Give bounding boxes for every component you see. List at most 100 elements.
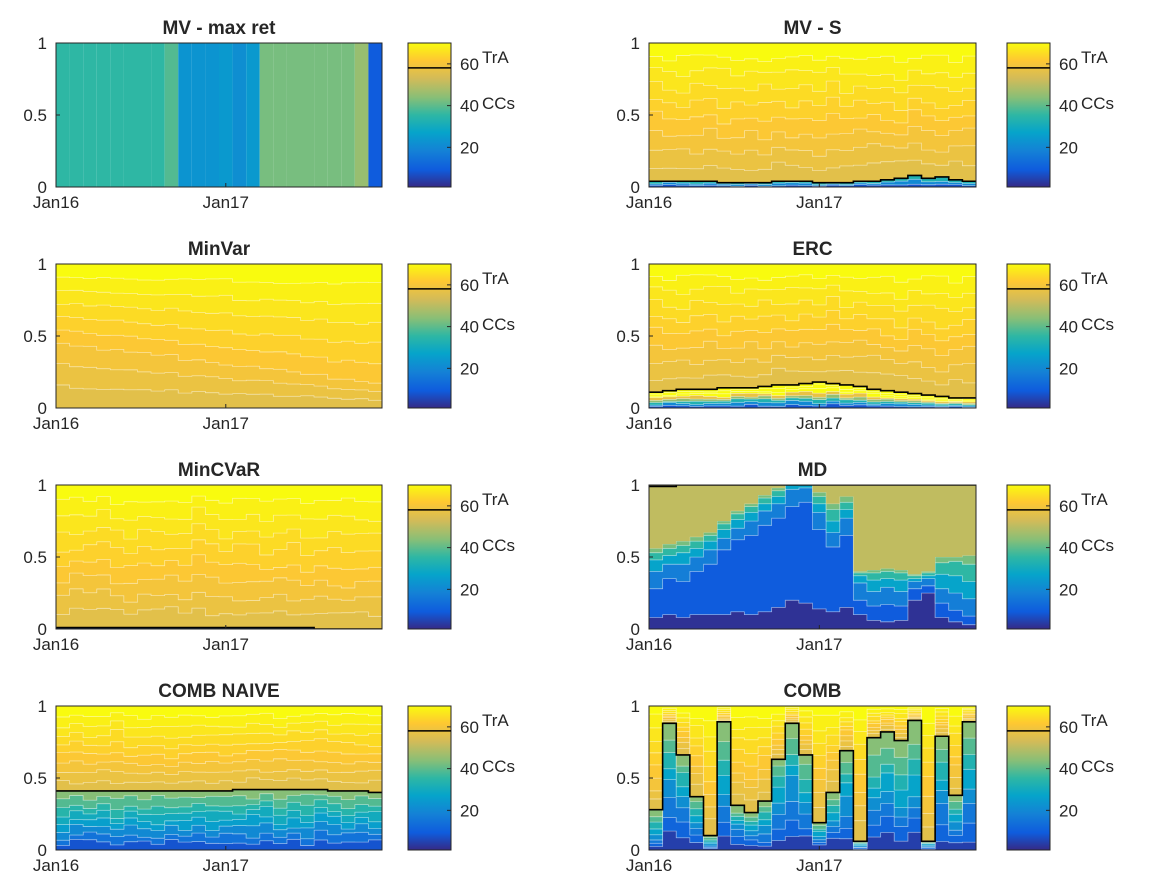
x-tick-label: Jan17 <box>203 193 249 212</box>
colorbar-label-upper: TrA <box>1081 269 1108 288</box>
colorbar-tick-label: 40 <box>460 318 479 337</box>
x-tick-label: Jan16 <box>33 414 79 433</box>
plot-area <box>56 43 382 187</box>
colorbar-label-upper: TrA <box>482 711 509 730</box>
area-layer <box>56 749 382 767</box>
subplot-0: MV - max ret 0 0.5 1 Jan16 Jan17 20 40 60 TrA CCs <box>23 18 515 212</box>
y-tick-label: 0 <box>38 620 47 639</box>
colorbar-tick-label: 40 <box>460 97 479 116</box>
area-layer <box>649 706 976 724</box>
x-tick-label: Jan16 <box>33 856 79 875</box>
subplot-4: MinCVaR 0 0.5 1 Jan16 Jan17 20 40 60 TrA CCs <box>23 460 515 654</box>
y-tick-label: 0 <box>631 399 640 418</box>
y-tick-label: 1 <box>38 697 47 716</box>
x-tick-label: Jan17 <box>796 414 842 433</box>
tra-boundary-line <box>649 719 976 843</box>
y-tick-label: 1 <box>38 255 47 274</box>
area-layer <box>56 315 382 365</box>
plot-area <box>649 706 976 850</box>
x-tick-label: Jan17 <box>203 635 249 654</box>
x-tick-label: Jan17 <box>796 193 842 212</box>
y-tick-label: 0.5 <box>616 106 640 125</box>
y-tick-label: 1 <box>631 34 640 53</box>
subplot-title: ERC <box>792 239 832 260</box>
colorbar-label-upper: TrA <box>1081 490 1108 509</box>
y-tick-label: 1 <box>38 34 47 53</box>
colorbar-tick-label: 20 <box>460 801 479 820</box>
area-layer <box>56 729 382 750</box>
colorbar-tick-label: 40 <box>1059 97 1078 116</box>
colorbar-gradient <box>407 42 452 188</box>
x-tick-label: Jan17 <box>796 856 842 875</box>
subplot-title: COMB <box>783 681 841 702</box>
y-tick-label: 0 <box>631 620 640 639</box>
y-tick-label: 0 <box>38 399 47 418</box>
colorbar-label-lower: CCs <box>482 315 515 334</box>
colorbar-tick-label: 40 <box>1059 318 1078 337</box>
subplot-title: COMB NAIVE <box>158 681 279 702</box>
colorbar-tick-label: 60 <box>1059 55 1078 74</box>
y-tick-label: 0 <box>631 178 640 197</box>
subplot-3: ERC 0 0.5 1 Jan16 Jan17 20 40 60 TrA CCs <box>616 239 1114 433</box>
colorbar-tick-label: 60 <box>460 55 479 74</box>
area-layer <box>649 387 976 403</box>
colorbar-label-lower: CCs <box>1081 94 1114 113</box>
colorbar-label-lower: CCs <box>482 757 515 776</box>
area-layer <box>56 485 382 506</box>
y-tick-label: 0 <box>631 841 640 860</box>
colorbar-label-lower: CCs <box>482 94 515 113</box>
colorbar-tick-label: 40 <box>460 539 479 558</box>
colorbar-label-upper: TrA <box>482 48 509 67</box>
area-layer <box>56 812 382 833</box>
x-tick-label: Jan17 <box>203 414 249 433</box>
colorbar-tick-label: 20 <box>460 138 479 157</box>
area-layer <box>649 178 976 187</box>
subplot-2: MinVar 0 0.5 1 Jan16 Jan17 20 40 60 TrA CCs <box>23 239 515 433</box>
plot-area <box>56 485 382 629</box>
colorbar: 20 40 60 TrA CCs <box>1006 263 1114 409</box>
area-layer <box>56 276 382 305</box>
subplot-1: MV - S 0 0.5 1 Jan16 Jan17 20 40 60 TrA CCs <box>616 18 1114 212</box>
area-layer <box>56 43 382 187</box>
area-layer <box>649 264 976 284</box>
x-tick-label: Jan16 <box>626 635 672 654</box>
y-tick-label: 0.5 <box>616 548 640 567</box>
colorbar: 20 40 60 TrA CCs <box>407 42 515 188</box>
tra-boundary-line <box>649 174 976 184</box>
y-tick-label: 0.5 <box>616 327 640 346</box>
colorbar-tick-label: 60 <box>460 276 479 295</box>
subplot-title: MV - max ret <box>163 18 277 39</box>
colorbar-tick-label: 40 <box>1059 760 1078 779</box>
y-tick-label: 1 <box>631 255 640 274</box>
colorbar-gradient <box>1006 705 1051 851</box>
x-tick-label: Jan16 <box>33 635 79 654</box>
colorbar-gradient <box>1006 484 1051 630</box>
colorbar-label-lower: CCs <box>1081 315 1114 334</box>
colorbar-tick-label: 60 <box>460 497 479 516</box>
colorbar: 20 40 60 TrA CCs <box>1006 42 1114 188</box>
subplot-7: COMB 0 0.5 1 Jan16 Jan17 20 40 60 TrA CCs <box>616 681 1114 875</box>
area-layer <box>56 303 382 344</box>
area-layer <box>56 43 382 187</box>
y-tick-label: 0.5 <box>616 769 640 788</box>
colorbar-label-lower: CCs <box>482 536 515 555</box>
colorbar: 20 40 60 TrA CCs <box>407 705 515 851</box>
x-tick-label: Jan16 <box>626 414 672 433</box>
colorbar: 20 40 60 TrA CCs <box>1006 705 1114 851</box>
colorbar-tick-label: 20 <box>460 359 479 378</box>
y-tick-label: 0.5 <box>23 769 47 788</box>
colorbar-label-lower: CCs <box>1081 757 1114 776</box>
colorbar-tick-label: 60 <box>1059 276 1078 295</box>
colorbar-label-upper: TrA <box>1081 711 1108 730</box>
colorbar-gradient <box>407 705 452 851</box>
y-tick-label: 1 <box>631 476 640 495</box>
y-tick-label: 0.5 <box>23 548 47 567</box>
colorbar-gradient <box>1006 42 1051 188</box>
subplot-title: MD <box>798 460 828 481</box>
tra-boundary-line <box>56 788 382 794</box>
area-layer <box>56 43 382 187</box>
subplot-title: MinCVaR <box>178 460 261 481</box>
area-layer <box>56 43 382 187</box>
colorbar-gradient <box>407 484 452 630</box>
